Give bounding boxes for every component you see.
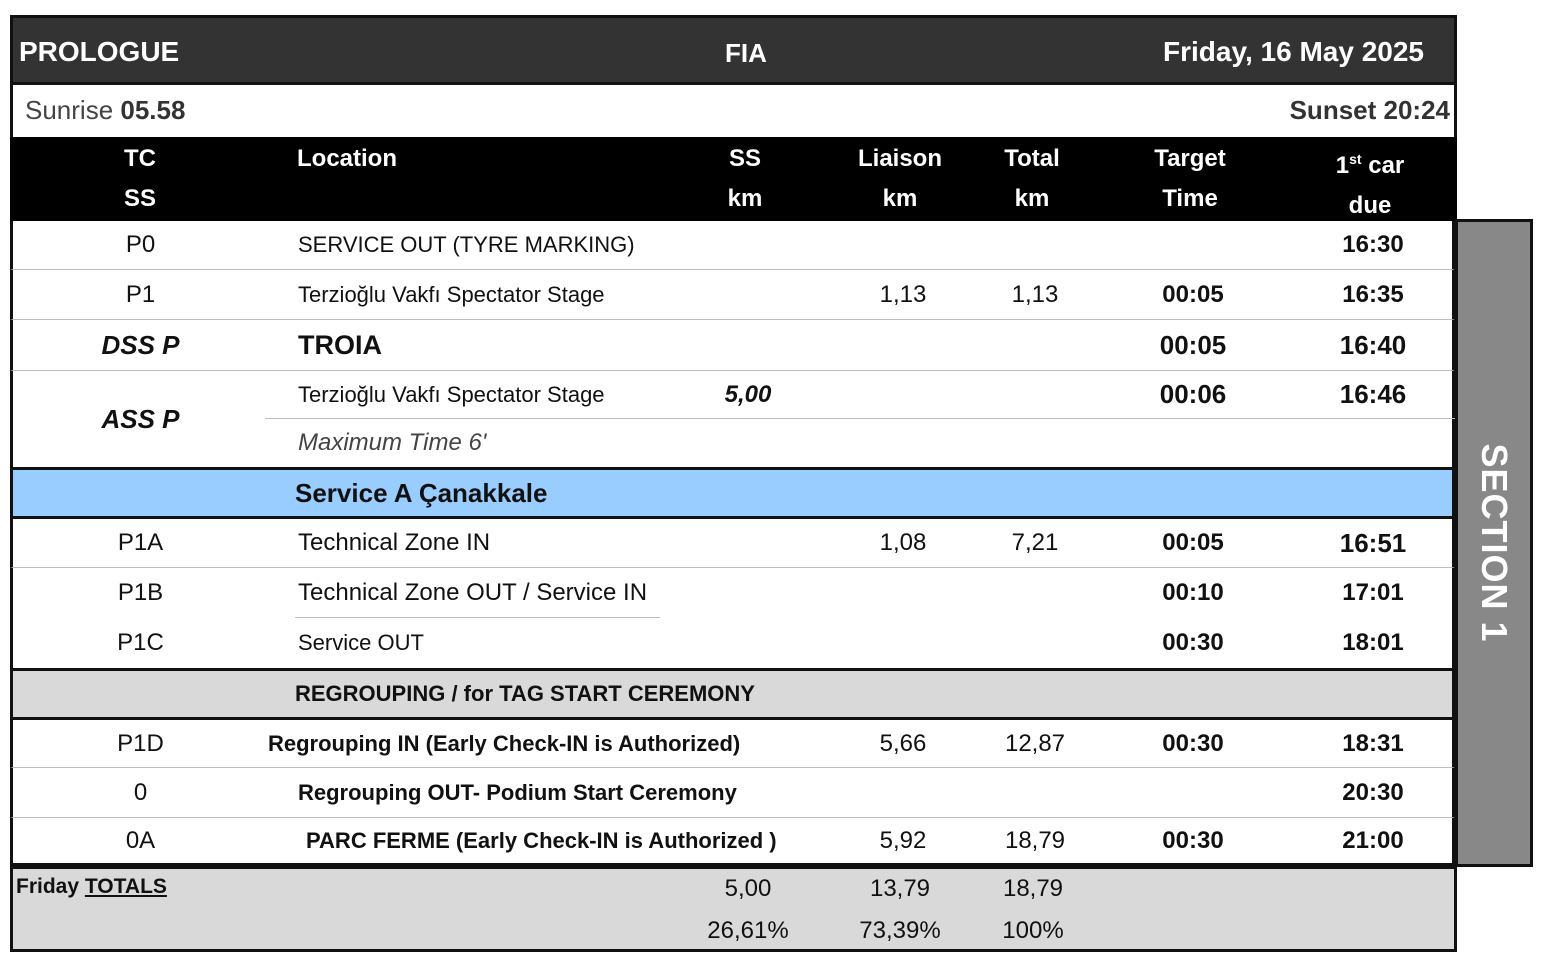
total-total-km: 18,79 (1002, 875, 1064, 902)
location-cell: TROIA (298, 329, 382, 360)
location-cell: Regrouping IN (Early Check-IN is Authori… (268, 730, 741, 756)
table-header: TC SS Location SS km Liaison km Total km Tar… (10, 137, 1457, 221)
target-cell: 00:05 (1162, 529, 1224, 556)
location-cell: Technical Zone OUT / Service IN (298, 579, 648, 606)
header-target-time: Target Time (1154, 145, 1226, 212)
location-cell: Terzioğlu Vakfı Spectator Stage (298, 281, 605, 307)
header-liaison-km: Liaison km (857, 145, 942, 212)
due-cell: 18:01 (1342, 629, 1404, 656)
location-cell: Service OUT (298, 630, 424, 655)
tc-cell: ASS P (101, 403, 180, 434)
table-row: 0A PARC FERME (Early Check-IN is Authori… (10, 818, 1455, 866)
title-bar: PROLOGUE FIA Friday, 16 May 2025 (10, 15, 1457, 85)
totals-row: Friday TOTALS 5,00 13,79 18,79 26,61% 73… (10, 866, 1457, 952)
liaison-cell: 5,66 (879, 729, 927, 757)
tc-cell: P1 (125, 280, 156, 308)
row-divider (295, 617, 660, 618)
liaison-cell: 1,13 (879, 280, 927, 308)
event-date: Friday, 16 May 2025 (1163, 36, 1424, 67)
tc-cell: P0 (125, 231, 156, 258)
due-cell: 18:31 (1342, 729, 1404, 757)
location-cell: Regrouping OUT- Podium Start Ceremony (298, 779, 737, 805)
target-cell: 00:30 (1162, 729, 1224, 757)
organizer-label: FIA (725, 38, 767, 68)
location-cell: SERVICE OUT (TYRE MARKING) (298, 232, 635, 257)
service-band-label: Service A Çanakkale (295, 477, 548, 508)
due-cell: 17:01 (1342, 579, 1404, 606)
total-liaison-percent: 73,39% (859, 917, 941, 944)
due-cell: 16:30 (1342, 231, 1404, 258)
table-row: ASS P Terzioğlu Vakfı Spectator Stage 5,… (10, 371, 1455, 467)
total-liaison-km: 13,79 (869, 875, 931, 902)
table-row: P1C Service OUT 00:30 18:01 (10, 618, 1455, 668)
sun-times-row: Sunrise 05.58 Sunset 20:24 (10, 85, 1457, 137)
total-total-percent: 100% (1002, 917, 1064, 944)
tc-cell: P1A (117, 529, 164, 556)
location-cell: Terzioğlu Vakfı Spectator Stage (298, 381, 605, 407)
itinerary-table: P0 SERVICE OUT (TYRE MARKING) 16:30 P1 T… (10, 221, 1457, 951)
regrouping-band-label: REGROUPING / for TAG START CEREMONY (295, 681, 755, 706)
header-total-km: Total km (1004, 145, 1060, 212)
liaison-cell: 1,08 (879, 529, 927, 556)
due-cell: 16:35 (1342, 280, 1404, 308)
ss-cell: 5,00 (724, 380, 772, 408)
total-ss-percent: 26,61% (707, 917, 789, 944)
total-cell: 1,13 (1011, 280, 1059, 308)
table-row: 0 Regrouping OUT- Podium Start Ceremony … (10, 768, 1455, 818)
table-row: P1A Technical Zone IN 1,08 7,21 00:05 16… (10, 519, 1455, 568)
regrouping-band: REGROUPING / for TAG START CEREMONY (10, 668, 1455, 720)
tc-cell: P1D (117, 729, 164, 757)
tc-cell: P1C (117, 629, 164, 656)
max-time-note: Maximum Time 6' (298, 429, 487, 456)
table-row: P1B Technical Zone OUT / Service IN 00:1… (10, 568, 1455, 618)
event-title: PROLOGUE (19, 36, 180, 67)
target-cell: 00:30 (1162, 629, 1224, 656)
sunrise: Sunrise 05.58 (25, 95, 186, 125)
section-sidebar: SECTION 1 (1455, 219, 1533, 867)
liaison-cell: 5,92 (879, 826, 927, 854)
tc-cell: 0 (133, 778, 148, 806)
tc-cell: 0A (125, 826, 156, 854)
target-cell: 00:30 (1162, 826, 1224, 854)
total-cell: 18,79 (1004, 826, 1066, 854)
target-cell: 00:05 (1159, 329, 1227, 360)
table-row: DSS P TROIA 00:05 16:40 (10, 320, 1455, 371)
sunset: Sunset 20:24 (1289, 95, 1450, 125)
ass-line: Terzioğlu Vakfı Spectator Stage 5,00 00:… (265, 371, 1455, 419)
table-row: P0 SERVICE OUT (TYRE MARKING) 16:30 (10, 221, 1455, 270)
service-band: Service A Çanakkale (10, 467, 1455, 519)
total-cell: 12,87 (1004, 729, 1066, 757)
totals-label: Friday TOTALS (16, 875, 167, 898)
target-cell: 00:05 (1162, 280, 1224, 308)
tc-cell: P1B (117, 579, 164, 606)
tc-cell: DSS P (101, 329, 180, 360)
header-tc: TC SS (123, 145, 156, 212)
location-cell: Technical Zone IN (298, 529, 491, 556)
table-row: P1 Terzioğlu Vakfı Spectator Stage 1,13 … (10, 270, 1455, 320)
target-cell: 00:10 (1162, 579, 1224, 606)
due-cell: 16:40 (1339, 329, 1407, 360)
header-location: Location (297, 145, 397, 172)
section-label: SECTION 1 (1474, 443, 1515, 643)
header-first-car-due: 1st car due (1335, 151, 1405, 219)
total-cell: 7,21 (1011, 529, 1059, 556)
target-cell: 00:06 (1159, 379, 1227, 409)
table-row: P1D Regrouping IN (Early Check-IN is Aut… (10, 720, 1455, 768)
due-cell: 20:30 (1342, 778, 1404, 806)
total-ss-km: 5,00 (724, 875, 772, 902)
location-cell: PARC FERME (Early Check-IN is Authorized… (306, 827, 777, 853)
header-ss-km: SS km (727, 145, 763, 212)
due-cell: 16:51 (1339, 527, 1407, 558)
due-cell: 21:00 (1342, 826, 1404, 854)
due-cell: 16:46 (1339, 379, 1407, 409)
